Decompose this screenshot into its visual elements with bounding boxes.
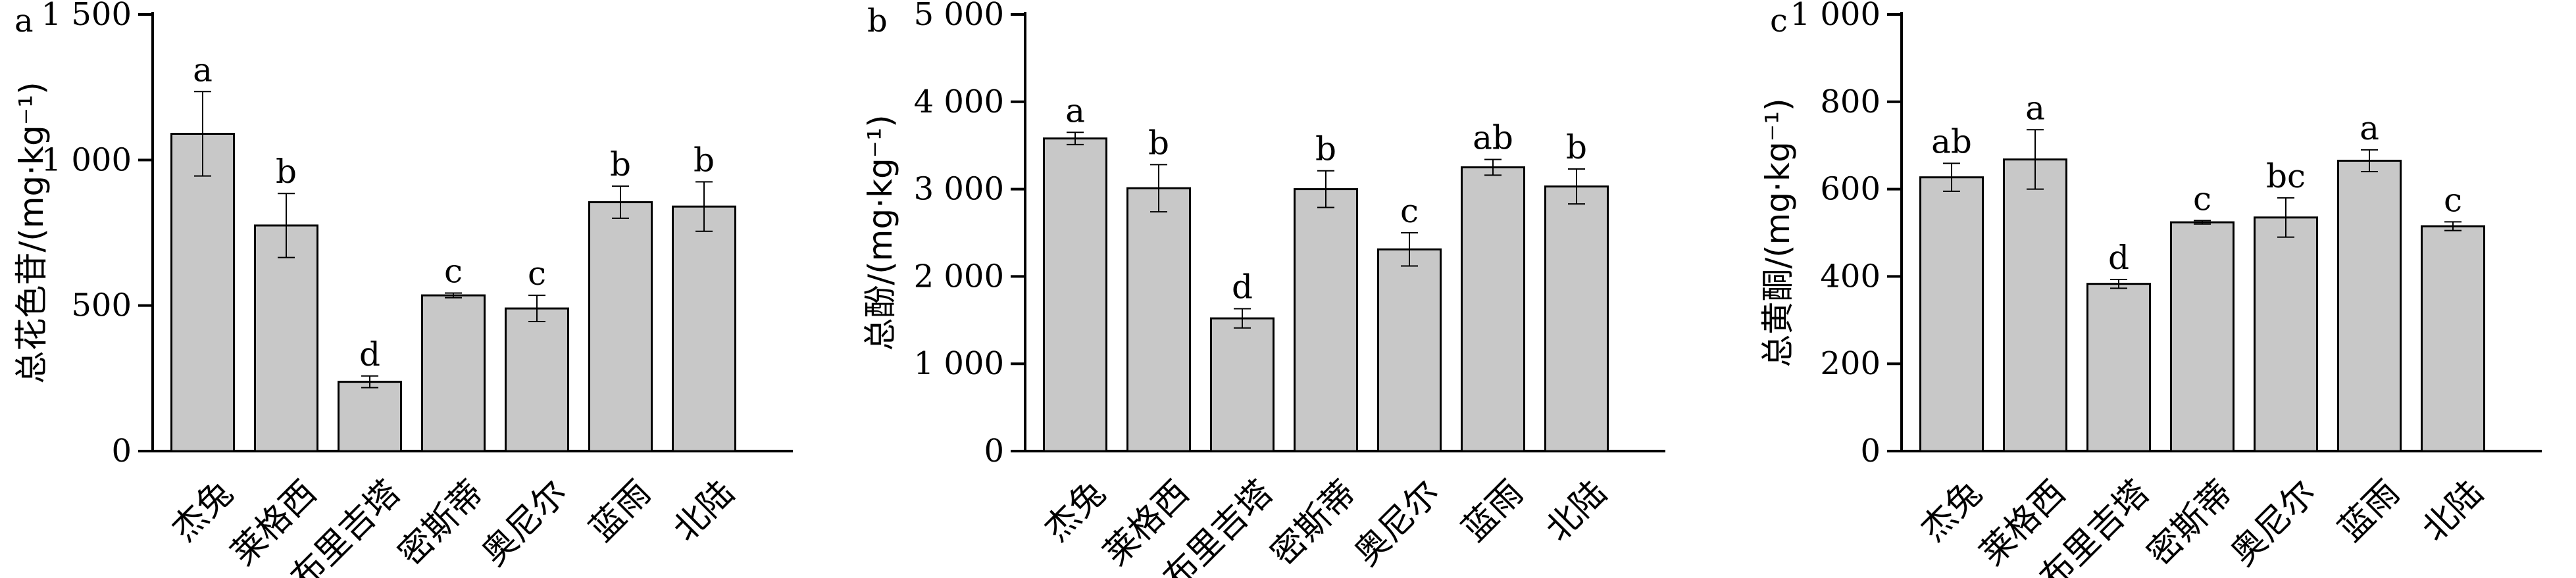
y-tick-label: 1 000 bbox=[41, 141, 132, 178]
significance-label: a bbox=[193, 51, 213, 89]
significance-label: ab bbox=[1473, 118, 1513, 157]
significance-label: b bbox=[1148, 124, 1169, 162]
bar bbox=[421, 294, 486, 452]
category-label: 密斯蒂 bbox=[1263, 473, 1364, 573]
bar bbox=[1126, 187, 1191, 452]
category-label: 杰兔 bbox=[164, 473, 241, 549]
category-label: 杰兔 bbox=[1037, 473, 1113, 549]
bar bbox=[1294, 188, 1358, 452]
y-axis-title: 总花色苷/(mg·kg⁻¹) bbox=[13, 82, 51, 383]
significance-label: b bbox=[1315, 130, 1336, 168]
y-axis-title: 总黄酮/(mg·kg⁻¹) bbox=[1759, 98, 1797, 367]
y-tick-label: 200 bbox=[1820, 345, 1881, 382]
bar bbox=[1043, 137, 1107, 452]
category-label: 奥尼尔 bbox=[2223, 473, 2324, 573]
y-tick-label: 400 bbox=[1820, 258, 1881, 295]
significance-label: c bbox=[1400, 192, 1419, 230]
bar bbox=[1210, 317, 1275, 452]
bar bbox=[672, 205, 736, 452]
significance-label: ab bbox=[1931, 122, 1972, 160]
significance-label: b bbox=[1566, 128, 1587, 166]
category-label: 密斯蒂 bbox=[2140, 473, 2240, 573]
y-tick-label: 500 bbox=[71, 287, 132, 324]
panel-b: b 0 1 000 2 000 3 000 4 000 5 000 总酚/(mg·kg⁻¹) a… bbox=[861, 0, 1665, 578]
bar bbox=[2254, 216, 2318, 452]
significance-label: b bbox=[610, 145, 631, 183]
significance-label: c bbox=[2444, 181, 2462, 219]
category-label: 北陆 bbox=[2415, 473, 2491, 549]
bar bbox=[1544, 185, 1609, 452]
bar bbox=[2003, 158, 2067, 452]
y-axis-title: 总酚/(mg·kg⁻¹) bbox=[861, 114, 899, 350]
y-tick-label: 0 bbox=[984, 433, 1004, 470]
bar bbox=[2337, 159, 2402, 452]
category-label: 蓝雨 bbox=[1455, 473, 1531, 549]
y-tick-label: 1 000 bbox=[914, 345, 1004, 382]
y-tick-label: 5 000 bbox=[914, 0, 1004, 33]
significance-label: a bbox=[1065, 91, 1085, 130]
y-tick-label: 800 bbox=[1820, 84, 1881, 120]
y-tick-label: 3 000 bbox=[914, 171, 1004, 208]
bar bbox=[505, 307, 569, 452]
category-label: 北陆 bbox=[1538, 473, 1615, 549]
category-label: 蓝雨 bbox=[2331, 473, 2408, 549]
bar bbox=[1377, 248, 1442, 452]
significance-label: c bbox=[444, 253, 463, 291]
bar bbox=[338, 381, 402, 452]
panel-letter: b bbox=[867, 3, 888, 39]
category-label: 杰兔 bbox=[1913, 473, 1990, 549]
category-label: 蓝雨 bbox=[582, 473, 659, 549]
category-label: 奥尼尔 bbox=[1347, 473, 1448, 573]
significance-label: c bbox=[528, 254, 546, 293]
bar bbox=[2170, 221, 2235, 452]
significance-label: d bbox=[359, 335, 380, 373]
y-tick-label: 600 bbox=[1820, 171, 1881, 208]
significance-label: bc bbox=[2266, 157, 2306, 195]
significance-label: d bbox=[2108, 239, 2129, 277]
bar bbox=[1919, 176, 1984, 452]
significance-label: c bbox=[2193, 180, 2211, 218]
y-tick-label: 0 bbox=[111, 433, 132, 470]
y-tick-label: 4 000 bbox=[914, 84, 1004, 120]
significance-label: a bbox=[2025, 89, 2045, 127]
y-tick-label: 1 500 bbox=[41, 0, 132, 33]
panel-letter: c bbox=[1770, 3, 1788, 39]
y-tick-label: 1 000 bbox=[1790, 0, 1881, 33]
bar bbox=[588, 201, 653, 452]
bar bbox=[1461, 166, 1525, 452]
bar bbox=[254, 224, 318, 452]
significance-label: b bbox=[276, 153, 297, 191]
category-label: 密斯蒂 bbox=[391, 473, 492, 573]
bar bbox=[2421, 225, 2485, 452]
significance-label: a bbox=[2360, 109, 2379, 147]
category-label: 北陆 bbox=[666, 473, 742, 549]
y-tick-label: 2 000 bbox=[914, 258, 1004, 295]
y-tick-label: 0 bbox=[1860, 433, 1881, 470]
bar bbox=[170, 132, 235, 452]
panel-letter: a bbox=[14, 3, 34, 39]
significance-label: b bbox=[694, 141, 715, 180]
bar bbox=[2086, 283, 2151, 452]
significance-label: d bbox=[1232, 268, 1253, 306]
category-label: 奥尼尔 bbox=[474, 473, 575, 573]
